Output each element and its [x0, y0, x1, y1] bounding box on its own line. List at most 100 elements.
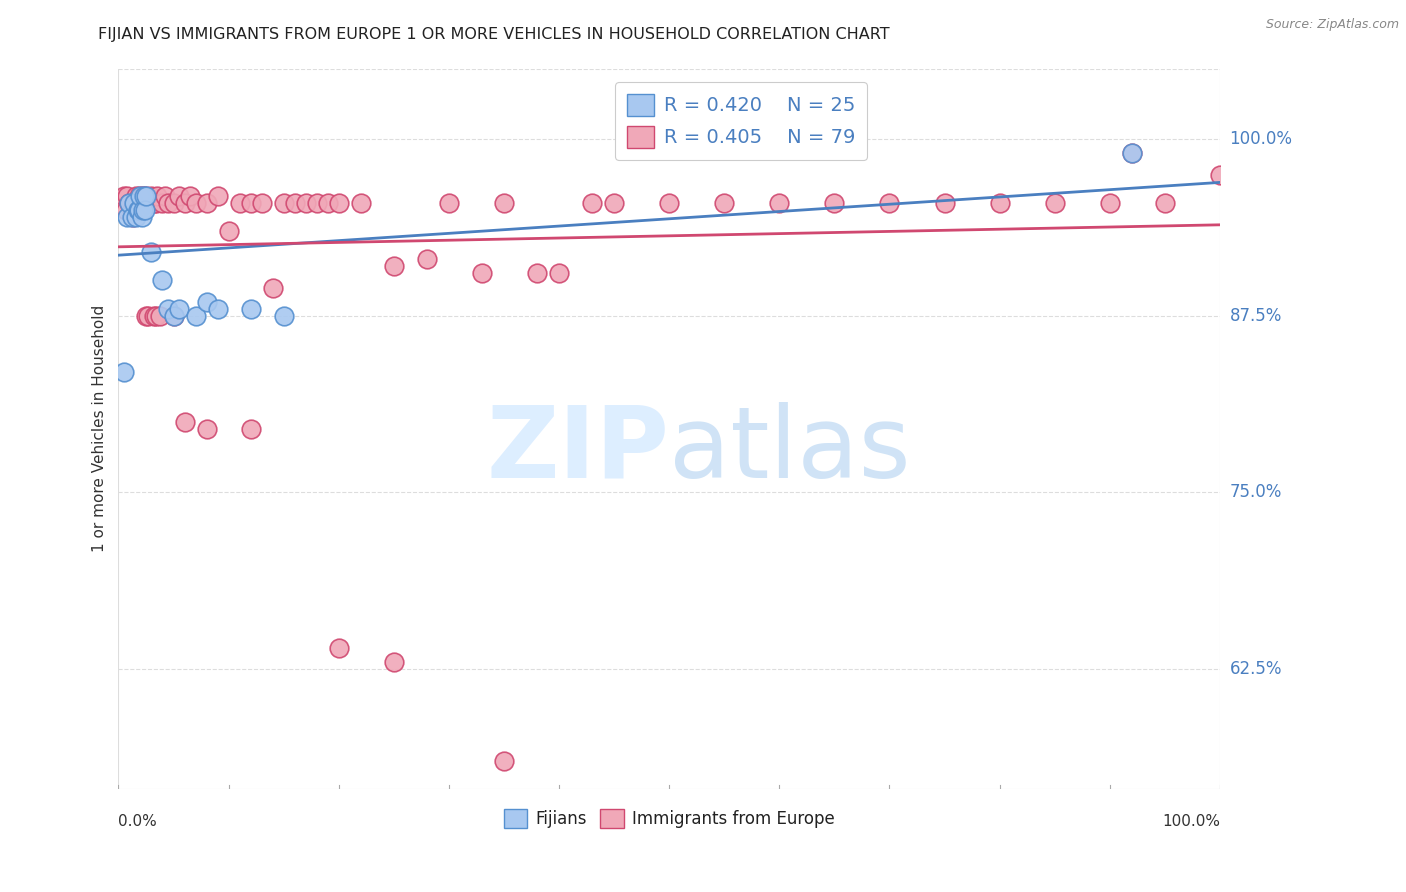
Point	[131, 210, 153, 224]
Point	[768, 195, 790, 210]
Point	[492, 195, 515, 210]
Point	[934, 195, 956, 210]
Point	[988, 195, 1011, 210]
Point	[173, 415, 195, 429]
Point	[152, 195, 174, 210]
Point	[115, 202, 138, 217]
Point	[471, 267, 494, 281]
Point	[128, 188, 150, 202]
Y-axis label: 1 or more Vehicles in Household: 1 or more Vehicles in Household	[93, 305, 107, 552]
Point	[117, 210, 139, 224]
Point	[118, 195, 141, 210]
Text: ZIP: ZIP	[486, 402, 669, 499]
Point	[218, 224, 240, 238]
Point	[135, 188, 157, 202]
Point	[262, 280, 284, 294]
Text: Source: ZipAtlas.com: Source: ZipAtlas.com	[1265, 18, 1399, 31]
Point	[173, 195, 195, 210]
Point	[125, 210, 148, 224]
Point	[118, 195, 141, 210]
Point	[195, 422, 218, 436]
Point	[152, 273, 174, 287]
Point	[141, 188, 163, 202]
Point	[131, 195, 153, 210]
Point	[1121, 146, 1143, 161]
Point	[526, 267, 548, 281]
Point	[162, 309, 184, 323]
Point	[142, 309, 165, 323]
Point	[250, 195, 273, 210]
Point	[156, 301, 179, 316]
Text: 62.5%: 62.5%	[1230, 660, 1282, 678]
Point	[117, 188, 139, 202]
Point	[122, 195, 145, 210]
Point	[121, 202, 143, 217]
Point	[1043, 195, 1066, 210]
Point	[134, 195, 156, 210]
Point	[112, 188, 135, 202]
Point	[167, 188, 190, 202]
Point	[1121, 146, 1143, 161]
Point	[1153, 195, 1175, 210]
Point	[603, 195, 626, 210]
Point	[149, 309, 172, 323]
Point	[207, 301, 229, 316]
Point	[328, 640, 350, 655]
Text: 100.0%: 100.0%	[1230, 130, 1292, 148]
Point	[492, 754, 515, 768]
Text: 75.0%: 75.0%	[1230, 483, 1282, 501]
Point	[136, 309, 159, 323]
Point	[145, 195, 167, 210]
Point	[136, 195, 159, 210]
Legend: Fijians, Immigrants from Europe: Fijians, Immigrants from Europe	[498, 803, 841, 835]
Point	[162, 309, 184, 323]
Point	[581, 195, 603, 210]
Point	[228, 195, 250, 210]
Point	[132, 188, 155, 202]
Point	[127, 202, 149, 217]
Point	[146, 188, 169, 202]
Point	[548, 267, 571, 281]
Point	[239, 301, 262, 316]
Point	[1098, 195, 1121, 210]
Point	[294, 195, 316, 210]
Point	[305, 195, 328, 210]
Point	[125, 188, 148, 202]
Point	[382, 655, 405, 669]
Text: atlas: atlas	[669, 402, 911, 499]
Point	[131, 188, 153, 202]
Point	[135, 309, 157, 323]
Point	[273, 195, 295, 210]
Text: 0.0%: 0.0%	[118, 814, 157, 830]
Point	[122, 195, 145, 210]
Point	[124, 195, 146, 210]
Point	[128, 202, 150, 217]
Point	[129, 188, 152, 202]
Point	[239, 422, 262, 436]
Point	[239, 195, 262, 210]
Point	[179, 188, 201, 202]
Point	[121, 210, 143, 224]
Point	[713, 195, 735, 210]
Point	[127, 195, 149, 210]
Point	[129, 195, 152, 210]
Point	[167, 301, 190, 316]
Point	[284, 195, 307, 210]
Point	[134, 202, 156, 217]
Point	[153, 188, 176, 202]
Point	[316, 195, 339, 210]
Point	[350, 195, 373, 210]
Point	[195, 294, 218, 309]
Point	[273, 309, 295, 323]
Text: 100.0%: 100.0%	[1161, 814, 1220, 830]
Point	[328, 195, 350, 210]
Point	[145, 309, 167, 323]
Point	[142, 195, 165, 210]
Point	[207, 188, 229, 202]
Point	[823, 195, 845, 210]
Point	[156, 195, 179, 210]
Point	[138, 195, 160, 210]
Point	[184, 309, 207, 323]
Point	[195, 195, 218, 210]
Point	[135, 188, 157, 202]
